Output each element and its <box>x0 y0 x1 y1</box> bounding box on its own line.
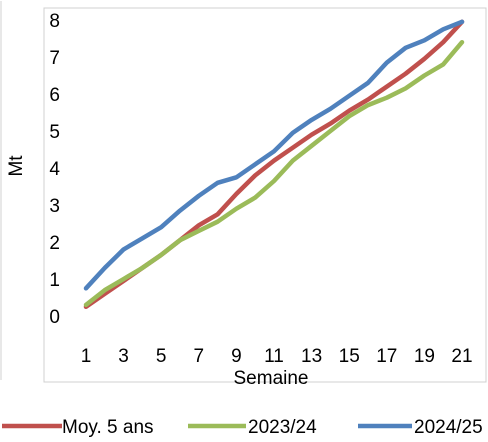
y-tick-label: 5 <box>49 122 60 143</box>
x-tick-label: 19 <box>414 346 435 367</box>
x-tick-label: 13 <box>301 346 322 367</box>
series-line-2 <box>83 39 465 308</box>
x-tick-label: 5 <box>156 346 167 367</box>
x-tick-label: 7 <box>194 346 205 367</box>
y-tick-label: 6 <box>49 85 60 106</box>
x-tick-label: 17 <box>376 346 397 367</box>
legend-label-3: 2024/25 <box>414 417 483 438</box>
y-tick-label: 3 <box>49 196 60 217</box>
y-tick-label: 4 <box>49 159 60 180</box>
y-axis-label: Mt <box>6 155 27 177</box>
y-tick-label: 7 <box>49 48 60 69</box>
y-tick-label: 0 <box>49 307 60 328</box>
x-tick-label: 21 <box>451 346 472 367</box>
series-line-3 <box>83 19 465 291</box>
x-axis-label: Semaine <box>234 368 309 389</box>
x-axis-ticks: 1 3 5 7 9 11 13 15 17 19 21 <box>81 346 473 367</box>
legend-label-2: 2023/24 <box>248 417 317 438</box>
legend: Moy. 5 ans 2023/24 2024/25 <box>2 417 483 438</box>
x-tick-label: 1 <box>81 346 92 367</box>
y-axis-ticks: 0 1 2 3 4 5 6 7 8 <box>49 11 60 328</box>
x-tick-label: 9 <box>231 346 242 367</box>
y-tick-label: 8 <box>49 11 60 32</box>
series-lines <box>83 19 465 310</box>
x-tick-label: 3 <box>118 346 129 367</box>
legend-label-1: Moy. 5 ans <box>62 417 154 438</box>
y-tick-label: 2 <box>49 233 60 254</box>
x-tick-label: 11 <box>264 346 284 367</box>
x-tick-label: 15 <box>339 346 360 367</box>
y-tick-label: 1 <box>49 270 60 291</box>
